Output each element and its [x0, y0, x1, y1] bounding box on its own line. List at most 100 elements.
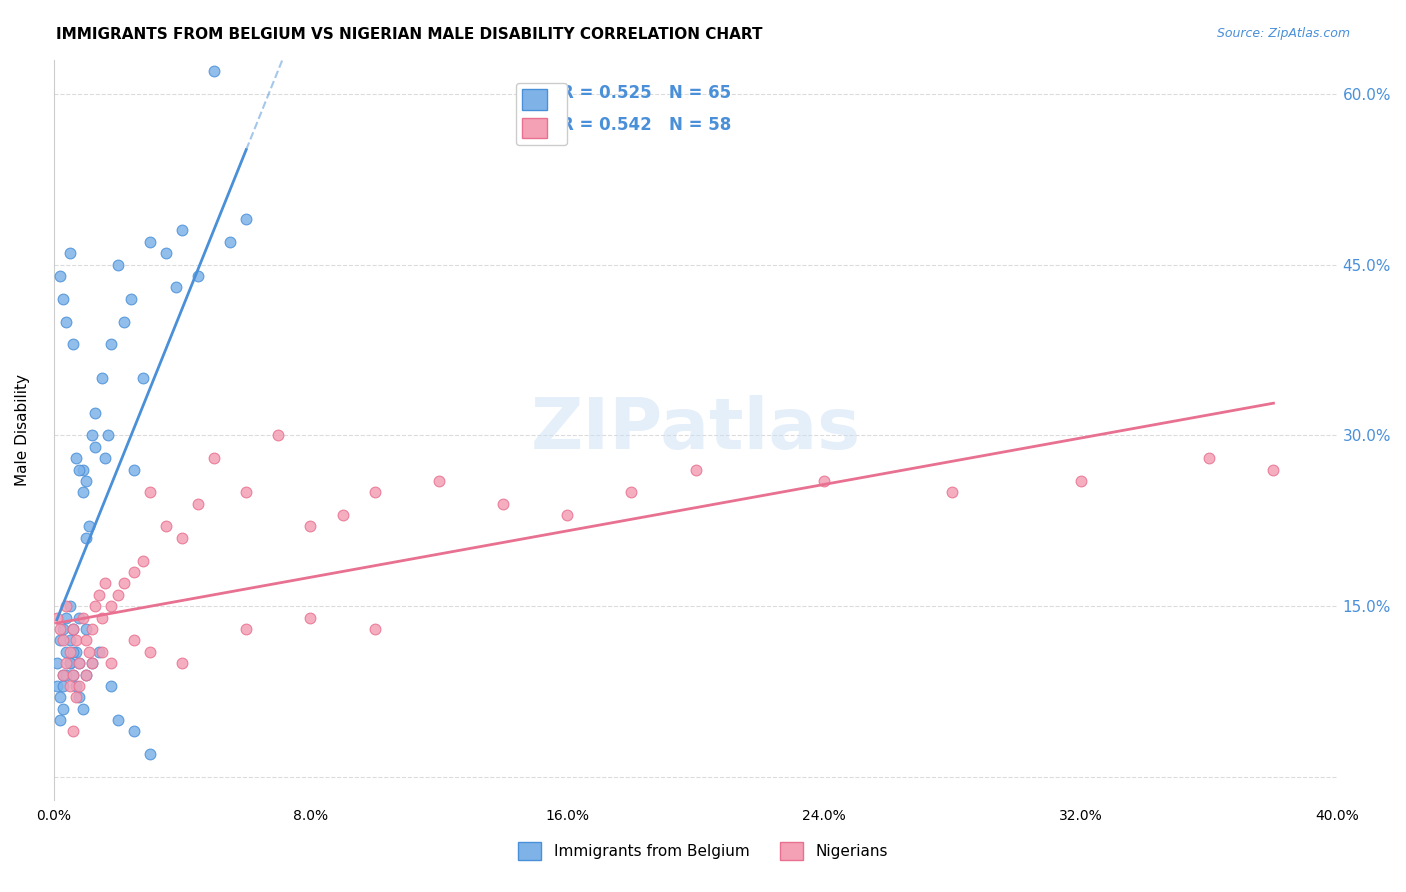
- Point: [77, 519, 100, 533]
- Legend: , : ,: [516, 83, 568, 145]
- Point: [59, 679, 82, 693]
- Point: [1070, 474, 1092, 488]
- Point: [77, 645, 100, 659]
- Point: [87, 588, 110, 602]
- Point: [94, 451, 117, 466]
- Point: [59, 656, 82, 670]
- Point: [1198, 451, 1220, 466]
- Point: [72, 701, 94, 715]
- Point: [235, 212, 257, 227]
- Point: [202, 451, 225, 466]
- Point: [620, 485, 643, 500]
- Point: [62, 337, 84, 351]
- Point: [67, 690, 90, 705]
- Point: [55, 645, 77, 659]
- Point: [75, 633, 97, 648]
- Point: [72, 610, 94, 624]
- Point: [139, 645, 162, 659]
- Point: [100, 337, 122, 351]
- Point: [685, 462, 707, 476]
- Point: [82, 428, 104, 442]
- Point: [90, 610, 112, 624]
- Point: [72, 462, 94, 476]
- Point: [235, 485, 257, 500]
- Point: [363, 622, 385, 636]
- Point: [55, 599, 77, 614]
- Point: [122, 565, 145, 579]
- Point: [75, 474, 97, 488]
- Point: [90, 645, 112, 659]
- Point: [52, 679, 75, 693]
- Point: [52, 667, 75, 681]
- Text: R = 0.542   N = 58: R = 0.542 N = 58: [561, 116, 731, 134]
- Point: [67, 610, 90, 624]
- Point: [52, 667, 75, 681]
- Point: [82, 622, 104, 636]
- Point: [332, 508, 354, 522]
- Point: [62, 622, 84, 636]
- Point: [107, 258, 129, 272]
- Point: [170, 531, 193, 545]
- Point: [363, 485, 385, 500]
- Point: [67, 656, 90, 670]
- Point: [59, 656, 82, 670]
- Point: [155, 519, 177, 533]
- Point: [235, 622, 257, 636]
- Point: [492, 497, 515, 511]
- Point: [67, 462, 90, 476]
- Point: [132, 371, 155, 385]
- Point: [112, 314, 135, 328]
- Point: [139, 485, 162, 500]
- Point: [67, 656, 90, 670]
- Point: [72, 485, 94, 500]
- Point: [100, 679, 122, 693]
- Y-axis label: Male Disability: Male Disability: [15, 374, 30, 485]
- Text: ZIPatlas: ZIPatlas: [530, 395, 860, 464]
- Point: [97, 428, 120, 442]
- Point: [65, 645, 87, 659]
- Point: [813, 474, 835, 488]
- Point: [62, 667, 84, 681]
- Point: [49, 713, 72, 727]
- Point: [62, 622, 84, 636]
- Point: [267, 428, 290, 442]
- Point: [45, 610, 67, 624]
- Point: [170, 223, 193, 237]
- Point: [84, 599, 107, 614]
- Point: [62, 724, 84, 739]
- Point: [82, 656, 104, 670]
- Point: [100, 656, 122, 670]
- Point: [107, 588, 129, 602]
- Point: [52, 701, 75, 715]
- Point: [65, 690, 87, 705]
- Point: [555, 508, 578, 522]
- Point: [59, 633, 82, 648]
- Point: [55, 667, 77, 681]
- Point: [75, 622, 97, 636]
- Point: [67, 679, 90, 693]
- Legend: Immigrants from Belgium, Nigerians: Immigrants from Belgium, Nigerians: [512, 836, 894, 866]
- Point: [49, 633, 72, 648]
- Point: [187, 268, 209, 283]
- Point: [299, 519, 322, 533]
- Point: [170, 656, 193, 670]
- Point: [122, 633, 145, 648]
- Point: [62, 667, 84, 681]
- Point: [90, 371, 112, 385]
- Point: [52, 633, 75, 648]
- Point: [65, 633, 87, 648]
- Point: [120, 292, 142, 306]
- Point: [84, 406, 107, 420]
- Point: [122, 724, 145, 739]
- Text: IMMIGRANTS FROM BELGIUM VS NIGERIAN MALE DISABILITY CORRELATION CHART: IMMIGRANTS FROM BELGIUM VS NIGERIAN MALE…: [56, 27, 762, 42]
- Point: [65, 679, 87, 693]
- Point: [55, 610, 77, 624]
- Point: [100, 599, 122, 614]
- Point: [427, 474, 450, 488]
- Point: [112, 576, 135, 591]
- Point: [165, 280, 187, 294]
- Point: [59, 599, 82, 614]
- Point: [75, 667, 97, 681]
- Point: [45, 679, 67, 693]
- Point: [59, 645, 82, 659]
